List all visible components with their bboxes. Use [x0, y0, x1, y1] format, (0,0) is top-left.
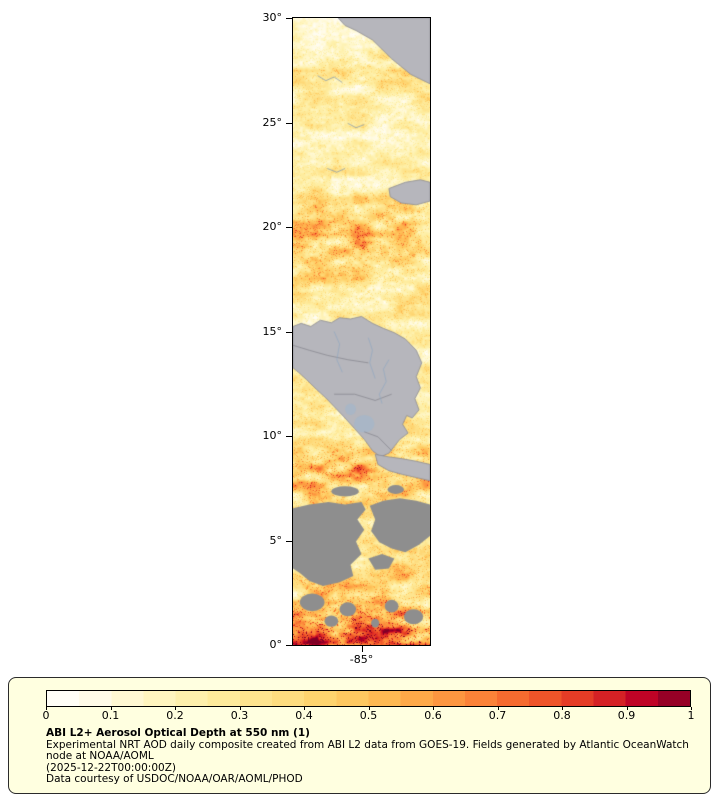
legend-description: Experimental NRT AOD daily composite cre…: [46, 738, 689, 762]
colorbar-tick-mark: [626, 707, 628, 710]
legend-timestamp: (2025-12-22T00:00:00Z): [46, 761, 176, 774]
lon-tick-mark: [361, 646, 363, 652]
colorbar-tick-label: 0.8: [553, 709, 571, 722]
lat-tick-mark: [286, 540, 292, 542]
aod-map-canvas: [293, 18, 430, 645]
lat-tick-label: 10°: [262, 429, 283, 442]
colorbar-tick-label: 0.1: [101, 709, 120, 722]
colorbar-tick-mark: [497, 707, 499, 710]
colorbar-tick-mark: [175, 707, 176, 710]
colorbar-tick-mark: [239, 707, 241, 710]
legend-panel: 0 0.1 0.2 0.3 0.4 0.5 0.6 0.7 0.8 0.9 1 ABI L2+ Ae…: [8, 677, 711, 794]
colorbar-tick-label: 0.2: [166, 709, 184, 722]
lon-tick-label: -85°: [349, 653, 374, 666]
colorbar-tick-mark: [110, 707, 112, 710]
lat-tick-label: 15°: [262, 324, 283, 338]
colorbar-tick-label: 1: [687, 709, 695, 722]
colorbar-tick-mark: [368, 707, 370, 710]
colorbar-tick-label: 0.4: [295, 709, 313, 722]
lat-tick-mark: [286, 122, 292, 124]
colorbar-tick-mark: [691, 707, 692, 710]
legend-text-block: ABI L2+ Aerosol Optical Depth at 550 nm …: [46, 727, 701, 786]
colorbar-tick-mark: [304, 707, 305, 710]
map-plot-frame: [292, 17, 431, 646]
lat-tick-mark: [286, 227, 292, 228]
lat-tick-mark: [286, 331, 292, 333]
lat-tick-label: 20°: [262, 220, 283, 233]
lat-tick-mark: [286, 645, 292, 646]
colorbar-tick-mark: [46, 707, 47, 710]
colorbar-tick-label: 0.5: [359, 709, 378, 722]
lat-tick-label: 30°: [262, 11, 283, 24]
colorbar-tick-mark: [433, 707, 434, 710]
colorbar-tick-mark: [562, 707, 563, 710]
colorbar: [46, 690, 691, 707]
lat-tick-mark: [286, 436, 292, 437]
lat-tick-label: 0°: [269, 638, 283, 651]
lat-tick-mark: [286, 18, 292, 19]
colorbar-tick-label: 0: [42, 709, 50, 722]
legend-title: ABI L2+ Aerosol Optical Depth at 550 nm …: [46, 727, 310, 739]
lat-tick-label: 25°: [262, 115, 283, 129]
colorbar-tick-label: 0.9: [617, 709, 636, 722]
colorbar-tick-label: 0.3: [230, 709, 249, 722]
colorbar-tick-label: 0.6: [424, 709, 442, 722]
lat-tick-label: 5°: [269, 533, 283, 547]
colorbar-tick-label: 0.7: [488, 709, 507, 722]
legend-credit: Data courtesy of USDOC/NOAA/OAR/AOML/PHO…: [46, 773, 303, 785]
